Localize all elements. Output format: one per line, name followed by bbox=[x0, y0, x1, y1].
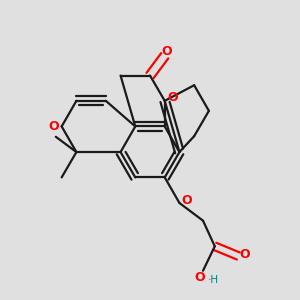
Text: O: O bbox=[48, 120, 59, 133]
Text: O: O bbox=[168, 91, 178, 104]
Text: O: O bbox=[182, 194, 192, 207]
Text: O: O bbox=[239, 248, 250, 261]
Text: O: O bbox=[162, 45, 172, 58]
Text: ·H: ·H bbox=[208, 275, 219, 285]
Text: O: O bbox=[195, 271, 206, 284]
